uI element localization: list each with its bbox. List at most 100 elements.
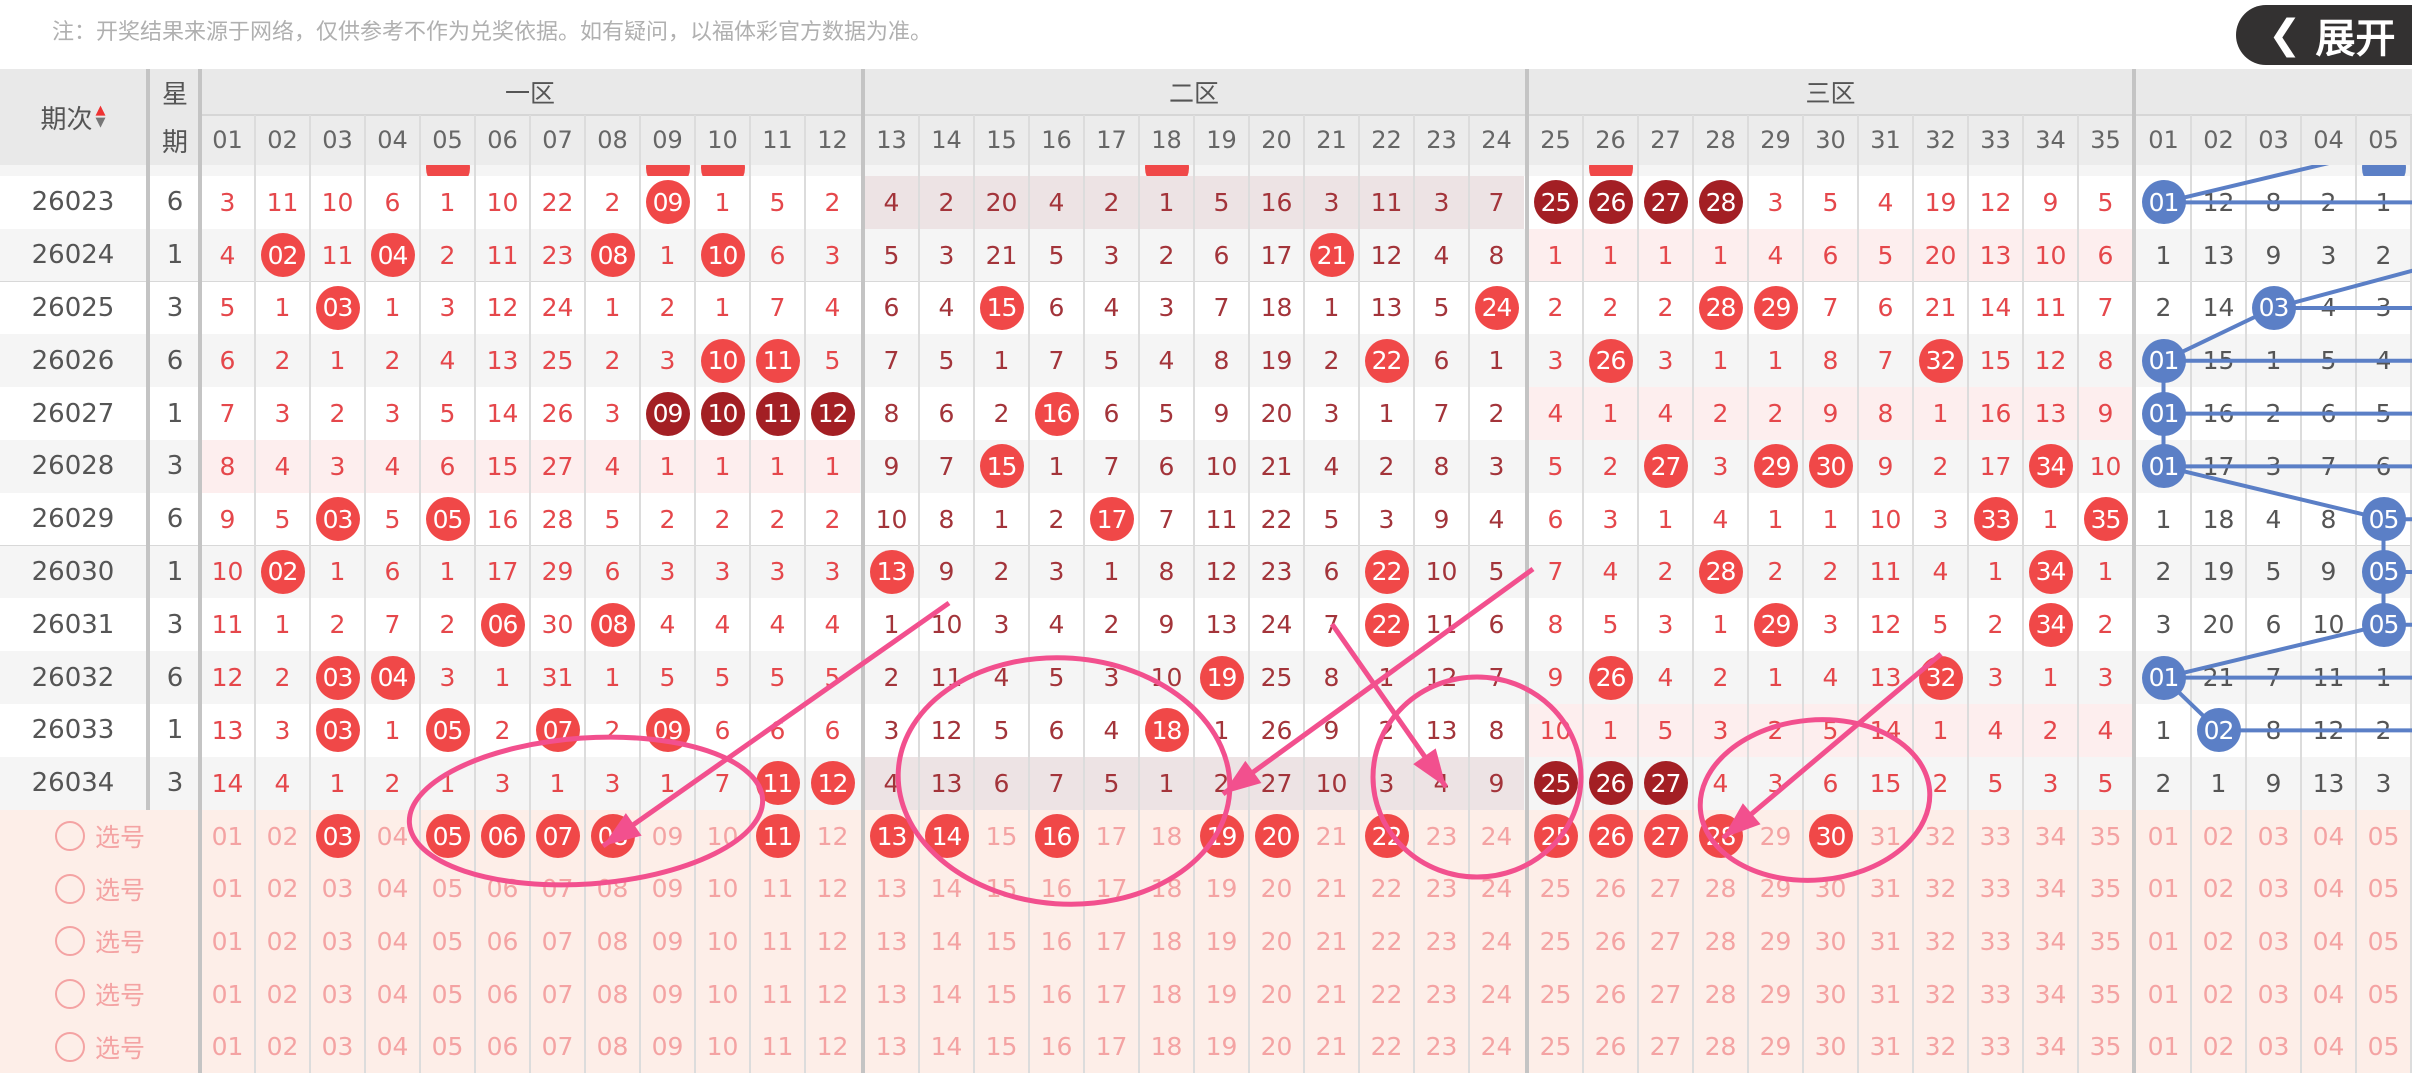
issue-header[interactable]: 期次 ▲ ▼ (0, 69, 146, 165)
selectable-number[interactable]: 06 (486, 926, 519, 956)
selectable-number[interactable]: 15 (985, 821, 1018, 851)
selectable-number[interactable]: 17 (1095, 874, 1128, 904)
selectable-number[interactable]: 01 (211, 926, 244, 956)
select-number-toggle[interactable]: 选号 (40, 863, 160, 916)
selectable-number[interactable]: 34 (2034, 926, 2067, 956)
selectable-number[interactable]: 35 (2089, 1032, 2122, 1062)
selectable-number[interactable]: 05 (420, 810, 475, 863)
selectable-blue-number[interactable]: 05 (2367, 874, 2400, 904)
selectable-blue-number[interactable]: 04 (2312, 821, 2345, 851)
selectable-blue-number[interactable]: 05 (2367, 1032, 2400, 1062)
selectable-number[interactable]: 31 (1869, 926, 1902, 956)
radio-circle-icon[interactable] (54, 1031, 85, 1062)
selectable-number[interactable]: 14 (919, 810, 974, 863)
selectable-number[interactable]: 09 (651, 874, 684, 904)
selectable-number[interactable]: 06 (475, 810, 530, 863)
selectable-number[interactable]: 29 (1759, 821, 1792, 851)
expand-button[interactable]: ❮ 展开 (2236, 5, 2412, 65)
selectable-number[interactable]: 23 (1425, 979, 1458, 1009)
selectable-number[interactable]: 14 (930, 926, 963, 956)
selectable-number[interactable]: 17 (1095, 1032, 1128, 1062)
selectable-blue-number[interactable]: 02 (2202, 979, 2235, 1009)
selectable-number[interactable]: 31 (1869, 874, 1902, 904)
selectable-number[interactable]: 24 (1480, 821, 1513, 851)
selectable-number[interactable]: 20 (1249, 810, 1304, 863)
selectable-number[interactable]: 32 (1924, 821, 1957, 851)
selectable-number[interactable]: 23 (1425, 1032, 1458, 1062)
selectable-number[interactable]: 20 (1260, 1032, 1293, 1062)
radio-circle-icon[interactable] (54, 926, 85, 957)
selectable-number[interactable]: 22 (1370, 979, 1403, 1009)
selectable-number[interactable]: 34 (2034, 1032, 2067, 1062)
selectable-number[interactable]: 04 (376, 1032, 409, 1062)
selectable-number[interactable]: 22 (1359, 810, 1414, 863)
selectable-number[interactable]: 01 (211, 1032, 244, 1062)
selectable-number[interactable]: 29 (1759, 926, 1792, 956)
selectable-number[interactable]: 13 (875, 926, 908, 956)
selectable-number[interactable]: 20 (1260, 874, 1293, 904)
selectable-number[interactable]: 09 (651, 926, 684, 956)
selectable-number[interactable]: 22 (1370, 874, 1403, 904)
selectable-number[interactable]: 20 (1260, 926, 1293, 956)
selectable-number[interactable]: 27 (1638, 810, 1693, 863)
selectable-number[interactable]: 05 (431, 1032, 464, 1062)
radio-circle-icon[interactable] (54, 821, 85, 852)
selectable-number[interactable]: 01 (211, 821, 244, 851)
selectable-number[interactable]: 03 (321, 926, 354, 956)
selectable-number[interactable]: 32 (1924, 874, 1957, 904)
selectable-number[interactable]: 21 (1315, 874, 1348, 904)
selectable-number[interactable]: 13 (875, 874, 908, 904)
selectable-number[interactable]: 08 (596, 979, 629, 1009)
selectable-number[interactable]: 35 (2089, 926, 2122, 956)
selectable-blue-number[interactable]: 03 (2257, 1032, 2290, 1062)
selectable-number[interactable]: 12 (816, 979, 849, 1009)
selectable-number[interactable]: 25 (1539, 979, 1572, 1009)
selectable-number[interactable]: 35 (2089, 821, 2122, 851)
selectable-number[interactable]: 21 (1315, 979, 1348, 1009)
selectable-blue-number[interactable]: 01 (2147, 926, 2180, 956)
select-number-toggle[interactable]: 选号 (40, 915, 160, 968)
selectable-number[interactable]: 24 (1480, 874, 1513, 904)
selectable-number[interactable]: 15 (985, 979, 1018, 1009)
selectable-number[interactable]: 12 (816, 1032, 849, 1062)
selectable-blue-number[interactable]: 03 (2257, 979, 2290, 1009)
selectable-number[interactable]: 14 (930, 1032, 963, 1062)
selectable-number[interactable]: 26 (1583, 810, 1638, 863)
selectable-number[interactable]: 33 (1979, 821, 2012, 851)
selectable-number[interactable]: 33 (1979, 874, 2012, 904)
selectable-number[interactable]: 03 (321, 874, 354, 904)
selectable-number[interactable]: 26 (1594, 926, 1627, 956)
selectable-number[interactable]: 25 (1539, 926, 1572, 956)
selectable-number[interactable]: 32 (1924, 979, 1957, 1009)
selectable-number[interactable]: 30 (1803, 810, 1858, 863)
selectable-number[interactable]: 30 (1814, 926, 1847, 956)
selectable-number[interactable]: 33 (1979, 979, 2012, 1009)
selectable-number[interactable]: 26 (1594, 979, 1627, 1009)
selectable-number[interactable]: 07 (530, 810, 585, 863)
selectable-blue-number[interactable]: 02 (2202, 926, 2235, 956)
selectable-number[interactable]: 03 (310, 810, 365, 863)
selectable-number[interactable]: 15 (985, 1032, 1018, 1062)
selectable-number[interactable]: 10 (706, 821, 739, 851)
selectable-number[interactable]: 08 (596, 1032, 629, 1062)
selectable-number[interactable]: 24 (1480, 979, 1513, 1009)
selectable-number[interactable]: 09 (651, 979, 684, 1009)
selectable-blue-number[interactable]: 04 (2312, 1032, 2345, 1062)
selectable-number[interactable]: 01 (211, 979, 244, 1009)
selectable-blue-number[interactable]: 03 (2257, 821, 2290, 851)
selectable-number[interactable]: 18 (1150, 926, 1183, 956)
selectable-number[interactable]: 04 (376, 979, 409, 1009)
selectable-number[interactable]: 03 (321, 1032, 354, 1062)
selectable-number[interactable]: 05 (431, 926, 464, 956)
selectable-number[interactable]: 27 (1649, 874, 1682, 904)
selectable-number[interactable]: 01 (211, 874, 244, 904)
selectable-number[interactable]: 14 (930, 874, 963, 904)
selectable-number[interactable]: 02 (266, 1032, 299, 1062)
selectable-number[interactable]: 25 (1539, 1032, 1572, 1062)
selectable-number[interactable]: 05 (431, 874, 464, 904)
selectable-number[interactable]: 22 (1370, 1032, 1403, 1062)
selectable-number[interactable]: 27 (1649, 979, 1682, 1009)
selectable-number[interactable]: 18 (1150, 821, 1183, 851)
selectable-number[interactable]: 08 (585, 810, 640, 863)
selectable-number[interactable]: 34 (2034, 979, 2067, 1009)
